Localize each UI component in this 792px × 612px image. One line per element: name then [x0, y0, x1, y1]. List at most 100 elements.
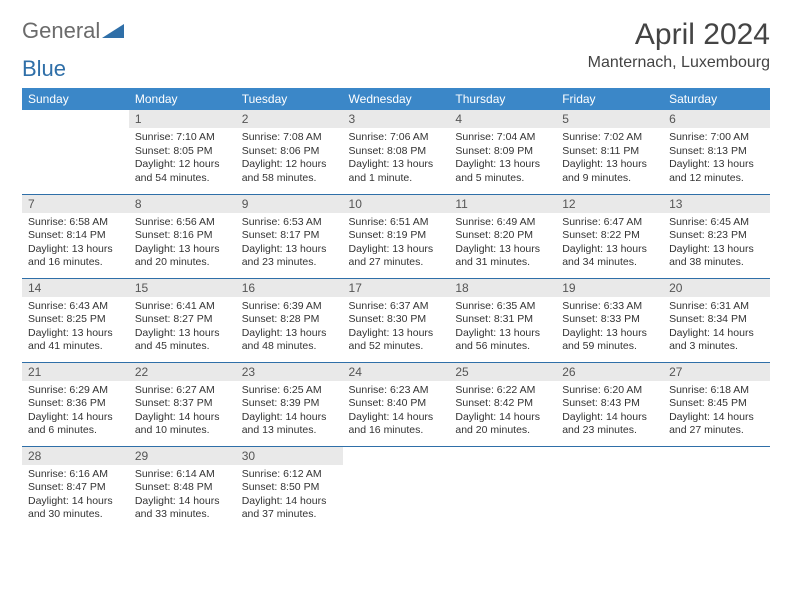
sunrise-text: Sunrise: 6:47 AM [562, 216, 657, 230]
daylight-text: Daylight: 13 hours and 41 minutes. [28, 327, 123, 354]
calendar-day-cell: 15Sunrise: 6:41 AMSunset: 8:27 PMDayligh… [129, 278, 236, 362]
daylight-text: Daylight: 13 hours and 20 minutes. [135, 243, 230, 270]
sunrise-text: Sunrise: 6:43 AM [28, 300, 123, 314]
sunset-text: Sunset: 8:17 PM [242, 229, 337, 243]
day-number: 9 [236, 195, 343, 213]
sunset-text: Sunset: 8:37 PM [135, 397, 230, 411]
day-details: Sunrise: 6:51 AMSunset: 8:19 PMDaylight:… [343, 213, 450, 275]
calendar-day-cell: 30Sunrise: 6:12 AMSunset: 8:50 PMDayligh… [236, 446, 343, 530]
sunrise-text: Sunrise: 6:22 AM [455, 384, 550, 398]
day-details: Sunrise: 6:37 AMSunset: 8:30 PMDaylight:… [343, 297, 450, 359]
sunrise-text: Sunrise: 6:25 AM [242, 384, 337, 398]
sunset-text: Sunset: 8:39 PM [242, 397, 337, 411]
day-number: 16 [236, 279, 343, 297]
sunset-text: Sunset: 8:08 PM [349, 145, 444, 159]
calendar-day-cell: 6Sunrise: 7:00 AMSunset: 8:13 PMDaylight… [663, 110, 770, 194]
day-number: 7 [22, 195, 129, 213]
day-details: Sunrise: 6:56 AMSunset: 8:16 PMDaylight:… [129, 213, 236, 275]
daylight-text: Daylight: 14 hours and 16 minutes. [349, 411, 444, 438]
day-number: 6 [663, 110, 770, 128]
calendar-day-cell: 10Sunrise: 6:51 AMSunset: 8:19 PMDayligh… [343, 194, 450, 278]
day-details: Sunrise: 7:00 AMSunset: 8:13 PMDaylight:… [663, 128, 770, 190]
daylight-text: Daylight: 13 hours and 9 minutes. [562, 158, 657, 185]
weekday-header: Friday [556, 88, 663, 110]
calendar-header: SundayMondayTuesdayWednesdayThursdayFrid… [22, 88, 770, 110]
daylight-text: Daylight: 13 hours and 34 minutes. [562, 243, 657, 270]
calendar-week-row: 21Sunrise: 6:29 AMSunset: 8:36 PMDayligh… [22, 362, 770, 446]
weekday-header: Monday [129, 88, 236, 110]
weekday-header: Saturday [663, 88, 770, 110]
day-details: Sunrise: 6:22 AMSunset: 8:42 PMDaylight:… [449, 381, 556, 443]
sunrise-text: Sunrise: 6:37 AM [349, 300, 444, 314]
daylight-text: Daylight: 13 hours and 27 minutes. [349, 243, 444, 270]
sunset-text: Sunset: 8:05 PM [135, 145, 230, 159]
calendar-day-cell: 8Sunrise: 6:56 AMSunset: 8:16 PMDaylight… [129, 194, 236, 278]
weekday-header: Wednesday [343, 88, 450, 110]
calendar-day-cell: 26Sunrise: 6:20 AMSunset: 8:43 PMDayligh… [556, 362, 663, 446]
logo-triangle-icon [102, 18, 124, 44]
day-number: 1 [129, 110, 236, 128]
calendar-day-cell: 21Sunrise: 6:29 AMSunset: 8:36 PMDayligh… [22, 362, 129, 446]
day-number: 23 [236, 363, 343, 381]
sunset-text: Sunset: 8:22 PM [562, 229, 657, 243]
calendar-day-cell: 14Sunrise: 6:43 AMSunset: 8:25 PMDayligh… [22, 278, 129, 362]
sunset-text: Sunset: 8:25 PM [28, 313, 123, 327]
sunset-text: Sunset: 8:36 PM [28, 397, 123, 411]
day-number: 12 [556, 195, 663, 213]
day-details: Sunrise: 6:16 AMSunset: 8:47 PMDaylight:… [22, 465, 129, 527]
calendar-day-cell: 7Sunrise: 6:58 AMSunset: 8:14 PMDaylight… [22, 194, 129, 278]
calendar-day-cell: 29Sunrise: 6:14 AMSunset: 8:48 PMDayligh… [129, 446, 236, 530]
day-number: 19 [556, 279, 663, 297]
sunset-text: Sunset: 8:30 PM [349, 313, 444, 327]
sunset-text: Sunset: 8:50 PM [242, 481, 337, 495]
sunset-text: Sunset: 8:23 PM [669, 229, 764, 243]
calendar-day-cell: 16Sunrise: 6:39 AMSunset: 8:28 PMDayligh… [236, 278, 343, 362]
day-details: Sunrise: 6:12 AMSunset: 8:50 PMDaylight:… [236, 465, 343, 527]
day-number: 13 [663, 195, 770, 213]
sunrise-text: Sunrise: 6:14 AM [135, 468, 230, 482]
day-details: Sunrise: 6:43 AMSunset: 8:25 PMDaylight:… [22, 297, 129, 359]
weekday-header: Tuesday [236, 88, 343, 110]
day-details: Sunrise: 6:25 AMSunset: 8:39 PMDaylight:… [236, 381, 343, 443]
sunset-text: Sunset: 8:33 PM [562, 313, 657, 327]
sunrise-text: Sunrise: 6:49 AM [455, 216, 550, 230]
sunset-text: Sunset: 8:09 PM [455, 145, 550, 159]
daylight-text: Daylight: 13 hours and 59 minutes. [562, 327, 657, 354]
day-details: Sunrise: 6:20 AMSunset: 8:43 PMDaylight:… [556, 381, 663, 443]
sunrise-text: Sunrise: 6:56 AM [135, 216, 230, 230]
day-number: 11 [449, 195, 556, 213]
daylight-text: Daylight: 14 hours and 27 minutes. [669, 411, 764, 438]
sunrise-text: Sunrise: 6:41 AM [135, 300, 230, 314]
daylight-text: Daylight: 13 hours and 52 minutes. [349, 327, 444, 354]
calendar-day-cell [22, 110, 129, 194]
sunrise-text: Sunrise: 6:39 AM [242, 300, 337, 314]
daylight-text: Daylight: 13 hours and 31 minutes. [455, 243, 550, 270]
day-details: Sunrise: 6:18 AMSunset: 8:45 PMDaylight:… [663, 381, 770, 443]
sunrise-text: Sunrise: 6:20 AM [562, 384, 657, 398]
sunrise-text: Sunrise: 7:08 AM [242, 131, 337, 145]
day-details: Sunrise: 7:04 AMSunset: 8:09 PMDaylight:… [449, 128, 556, 190]
logo-text-blue: Blue [22, 56, 770, 82]
day-details: Sunrise: 6:47 AMSunset: 8:22 PMDaylight:… [556, 213, 663, 275]
day-details: Sunrise: 6:27 AMSunset: 8:37 PMDaylight:… [129, 381, 236, 443]
calendar-day-cell: 18Sunrise: 6:35 AMSunset: 8:31 PMDayligh… [449, 278, 556, 362]
calendar-day-cell: 3Sunrise: 7:06 AMSunset: 8:08 PMDaylight… [343, 110, 450, 194]
sunset-text: Sunset: 8:40 PM [349, 397, 444, 411]
day-details: Sunrise: 6:35 AMSunset: 8:31 PMDaylight:… [449, 297, 556, 359]
day-details: Sunrise: 6:14 AMSunset: 8:48 PMDaylight:… [129, 465, 236, 527]
sunset-text: Sunset: 8:47 PM [28, 481, 123, 495]
weekday-header: Sunday [22, 88, 129, 110]
daylight-text: Daylight: 14 hours and 37 minutes. [242, 495, 337, 522]
sunset-text: Sunset: 8:20 PM [455, 229, 550, 243]
daylight-text: Daylight: 13 hours and 23 minutes. [242, 243, 337, 270]
sunrise-text: Sunrise: 6:29 AM [28, 384, 123, 398]
daylight-text: Daylight: 14 hours and 6 minutes. [28, 411, 123, 438]
daylight-text: Daylight: 14 hours and 10 minutes. [135, 411, 230, 438]
sunrise-text: Sunrise: 6:33 AM [562, 300, 657, 314]
sunrise-text: Sunrise: 7:02 AM [562, 131, 657, 145]
day-number: 24 [343, 363, 450, 381]
calendar-day-cell: 5Sunrise: 7:02 AMSunset: 8:11 PMDaylight… [556, 110, 663, 194]
daylight-text: Daylight: 13 hours and 56 minutes. [455, 327, 550, 354]
logo: General [22, 18, 126, 44]
sunset-text: Sunset: 8:11 PM [562, 145, 657, 159]
